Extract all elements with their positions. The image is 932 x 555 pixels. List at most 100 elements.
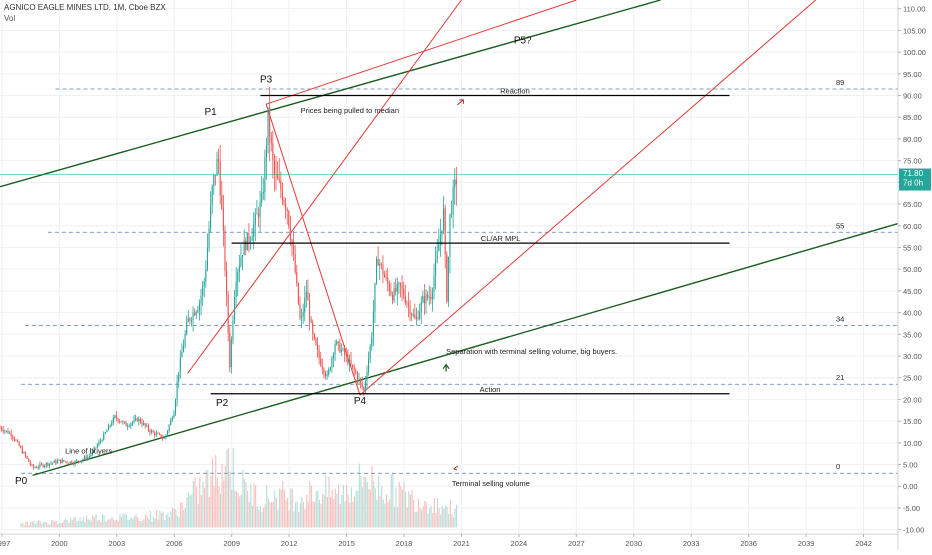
candle-body <box>414 314 416 319</box>
volume-bar <box>298 512 300 528</box>
volume-bar <box>79 517 81 528</box>
candle-body <box>348 359 350 364</box>
volume-bar <box>406 507 408 528</box>
volume-bar <box>280 489 282 528</box>
candle-body <box>125 422 127 427</box>
pitchfork-lower-tine <box>359 0 816 396</box>
candle-body <box>174 400 177 414</box>
reaction-label: Reaction <box>500 87 530 96</box>
candle-body <box>119 420 121 422</box>
candle-body <box>293 246 295 255</box>
volume-bar <box>393 507 395 528</box>
candle-body <box>433 275 435 292</box>
volume-bar <box>100 521 102 528</box>
candle-body <box>219 161 221 196</box>
volume-bar <box>366 482 368 528</box>
candle-body <box>213 175 215 187</box>
candle-body <box>42 464 44 467</box>
candle-body <box>13 437 15 441</box>
time-axis: 1997 2000 2003 2006 2009 2012 2015 2018 2021 2024… <box>0 533 898 548</box>
candle-body <box>165 434 167 438</box>
candle-body <box>76 460 78 462</box>
volume-bar <box>42 521 44 528</box>
note-terminal-volume: Terminal selling volume <box>452 479 530 488</box>
candle-body <box>48 463 51 466</box>
volume-bar <box>414 511 416 528</box>
volume-bar <box>101 513 103 528</box>
volume-bar <box>318 499 320 528</box>
volume-bar <box>57 523 59 528</box>
volume-bar <box>226 449 228 528</box>
volume-bar <box>419 507 421 528</box>
volume-bar <box>296 501 298 528</box>
upper-channel-line <box>0 0 661 188</box>
candle-body <box>312 322 314 334</box>
volume-bar <box>326 496 328 528</box>
candle-body <box>390 291 392 295</box>
candle-body <box>74 461 76 465</box>
candle-body <box>182 345 185 352</box>
volume-bar <box>338 484 340 528</box>
volume-bar <box>395 487 397 528</box>
candle-body <box>256 213 258 215</box>
volume-bar <box>373 480 375 528</box>
volume-bar <box>350 487 352 528</box>
volume-bar <box>178 517 180 528</box>
fib-34-label: 34 <box>836 315 844 324</box>
volume-bar <box>304 509 306 528</box>
candle-body <box>246 233 248 251</box>
candle-body <box>393 288 395 301</box>
volume-bar <box>65 518 67 528</box>
volume-bar <box>77 521 80 528</box>
candle-body <box>64 461 66 463</box>
candle-body <box>24 452 27 457</box>
volume-bar <box>132 518 134 528</box>
candle-body <box>396 284 398 292</box>
volume-bar <box>121 517 123 528</box>
volume-bar <box>239 496 241 528</box>
volume-bar <box>360 476 362 528</box>
volume-bar <box>108 519 110 528</box>
candle-body <box>128 425 130 427</box>
volume-bar <box>253 483 255 528</box>
candle-body <box>117 418 119 421</box>
candle-body <box>139 418 141 423</box>
volume-bar <box>310 485 313 528</box>
candle-body <box>166 430 169 435</box>
candle-body <box>358 378 360 380</box>
candle-body <box>438 245 440 252</box>
volume-bar <box>283 489 285 528</box>
y-tick-label: 80.00 <box>903 135 922 144</box>
candle-body <box>249 240 252 242</box>
volume-bar <box>188 492 190 528</box>
volume-bar <box>428 508 431 528</box>
candle-body <box>157 433 159 435</box>
candle-body <box>436 251 438 260</box>
volume-bar <box>122 512 124 528</box>
volume-bar <box>413 499 415 528</box>
candle-body <box>152 431 154 433</box>
volume-bar <box>408 490 410 528</box>
volume-bar <box>392 472 394 528</box>
candle-body <box>136 418 138 422</box>
volume-bar <box>160 512 163 528</box>
y-tick-label: 30.00 <box>903 352 922 361</box>
candle-body <box>206 248 208 270</box>
candle-body <box>9 432 11 434</box>
volume-bar <box>124 514 126 528</box>
candle-body <box>285 203 287 210</box>
x-tick-label: 2042 <box>855 539 872 548</box>
candle-body <box>195 312 197 315</box>
x-tick-label: 2003 <box>108 539 125 548</box>
volume-bar <box>200 495 202 528</box>
candle-body <box>313 333 315 339</box>
volume-bar <box>358 463 360 528</box>
fib-89-label: 89 <box>836 78 844 87</box>
candle-body <box>273 160 276 174</box>
candle-body <box>419 312 421 319</box>
candle-body <box>187 318 189 323</box>
candle-body <box>353 366 355 371</box>
